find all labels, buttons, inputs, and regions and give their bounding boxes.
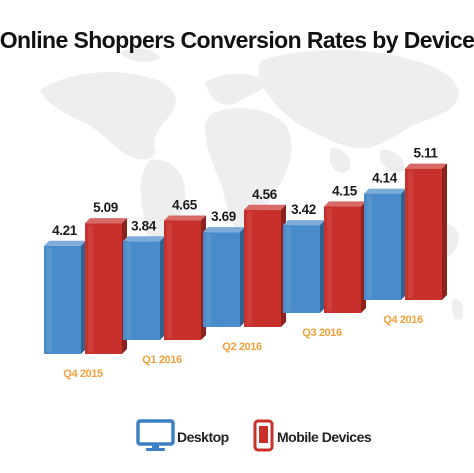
legend-label-mobile-devices: Mobile Devices: [277, 429, 372, 445]
bar-mobile-devices-q1-2016: [164, 215, 206, 340]
bar-desktop-q4-2015: [44, 240, 86, 354]
bar-mobile-devices-q2-2016: [244, 204, 286, 327]
value-label: 3.84: [131, 218, 157, 233]
category-label: Q4 2016: [383, 314, 423, 326]
legend: Desktop Mobile Devices: [136, 419, 372, 452]
bar-mobile-devices-q4-2016: [405, 163, 447, 300]
mobile-phone-icon: [253, 419, 274, 452]
category-label: Q1 2016: [142, 354, 182, 366]
chart-title: Online Shoppers Conversion Rates by Devi…: [0, 27, 474, 53]
bar-desktop-q1-2016: [123, 236, 165, 340]
legend-label-desktop: Desktop: [177, 429, 229, 445]
bar-mobile-devices-q3-2016: [324, 201, 366, 313]
category-label: Q4 2015: [63, 368, 103, 380]
bar-mobile-devices-q4-2015: [85, 218, 127, 354]
bar-desktop-q3-2016: [283, 220, 325, 313]
bar-desktop-q2-2016: [203, 227, 245, 327]
value-label: 4.65: [172, 197, 198, 212]
value-label: 5.11: [414, 146, 439, 161]
category-labels: Q4 2015 Q1 2016 Q2 2016 Q3 2016 Q4 2016: [63, 314, 423, 380]
category-label: Q3 2016: [302, 327, 342, 339]
bar-desktop-q4-2016: [364, 188, 406, 300]
value-labels: 4.21 5.09 3.84 4.65 3.69 4.56 3.42 4.15 4.14 5.11: [52, 146, 439, 238]
value-label: 3.69: [211, 209, 236, 224]
value-label: 4.15: [332, 183, 358, 198]
value-label: 4.14: [372, 171, 398, 186]
category-label: Q2 2016: [222, 341, 262, 353]
value-label: 3.42: [291, 202, 316, 217]
value-label: 4.21: [52, 223, 78, 238]
value-label: 4.56: [252, 187, 278, 202]
bars-layer: [44, 163, 447, 354]
monitor-icon: [136, 419, 175, 451]
value-label: 5.09: [93, 200, 118, 215]
